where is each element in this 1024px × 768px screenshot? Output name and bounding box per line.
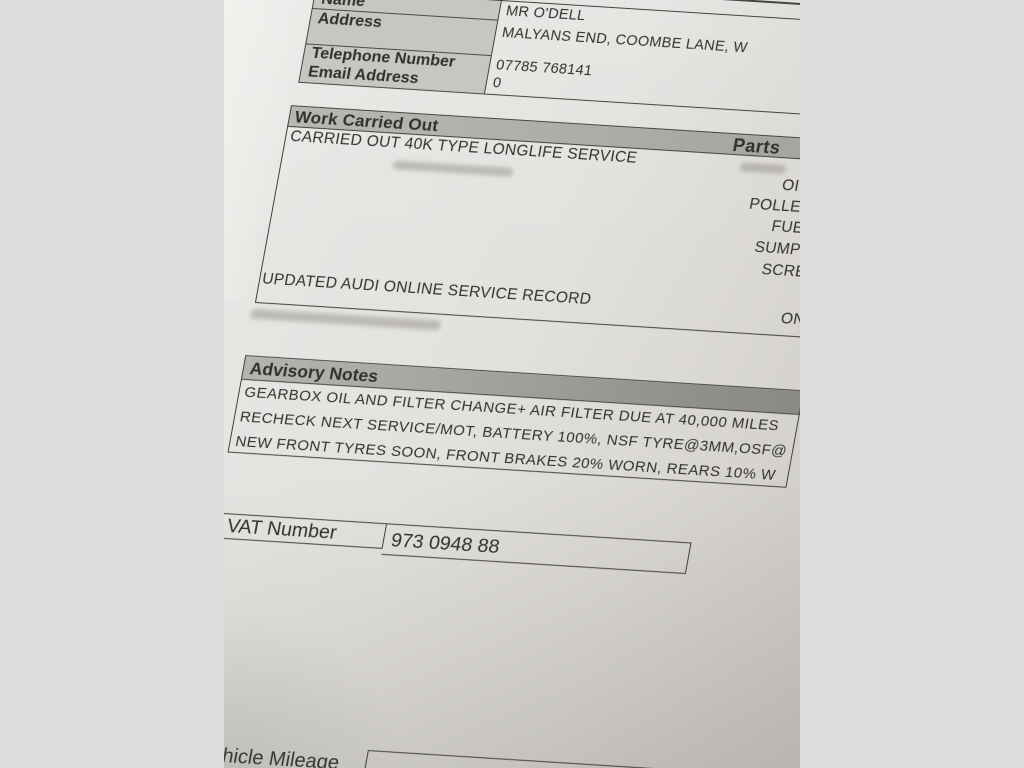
parts-item-fragment: FUE	[770, 218, 800, 237]
vat-number-value: 973 0948 88	[381, 523, 692, 575]
parts-item-fragment: SCRE	[760, 261, 800, 281]
ghost-smudge	[739, 162, 787, 175]
parts-column-header: Parts	[731, 135, 783, 158]
advisory-notes-section: Advisory Notes GEARBOX OIL AND FILTER CH…	[227, 355, 800, 488]
email-value: 0	[491, 75, 503, 92]
ghost-smudge	[392, 160, 514, 177]
paper-edge-highlight	[224, 0, 294, 300]
parts-item-fragment: OI	[780, 177, 800, 195]
vat-number-label: VAT Number	[224, 512, 388, 549]
work-carried-out-section: Work Carried Out Parts CARRIED OUT 40K T…	[254, 105, 800, 343]
work-line: UPDATED AUDI ONLINE SERVICE RECORD	[260, 270, 593, 309]
parts-item-fragment: SUMP	[753, 239, 800, 259]
vat-number-row: VAT Number 973 0948 88	[224, 512, 692, 575]
vehicle-mileage-box	[353, 750, 798, 768]
parts-item-fragment: ON	[779, 310, 800, 329]
parts-item-fragment: POLLE	[747, 195, 800, 216]
corner-shadow	[224, 608, 404, 768]
customer-details-table: Name MR O'DELL Address MALYANS END, COOM…	[298, 0, 800, 122]
service-invoice-photo: Name MR O'DELL Address MALYANS END, COOM…	[224, 0, 800, 768]
